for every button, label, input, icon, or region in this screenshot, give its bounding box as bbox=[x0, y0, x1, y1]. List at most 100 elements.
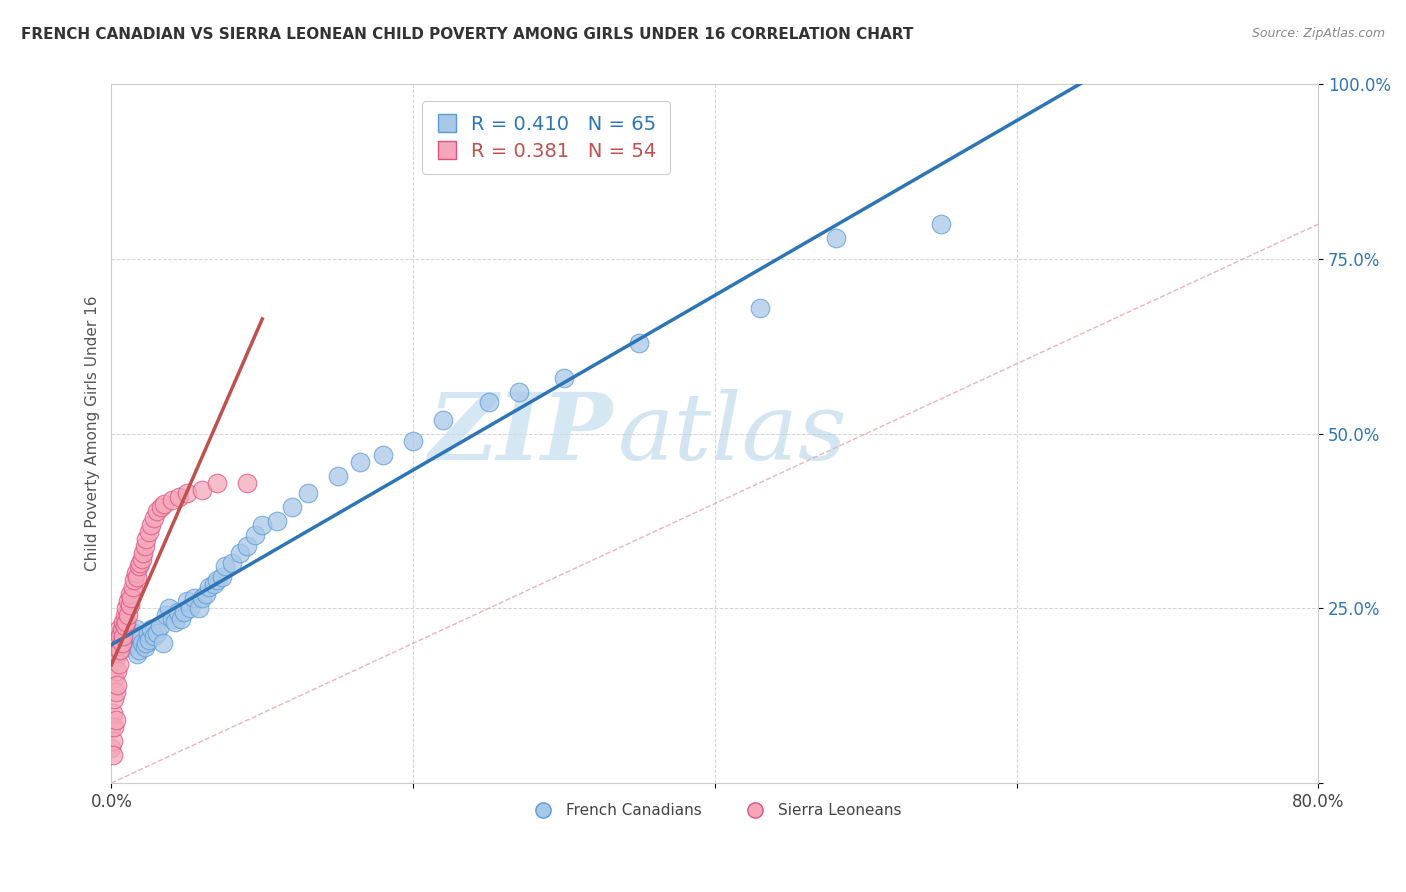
Point bbox=[432, 413, 454, 427]
Point bbox=[107, 636, 129, 650]
Point bbox=[103, 647, 125, 661]
Point bbox=[176, 594, 198, 608]
Point bbox=[111, 636, 134, 650]
Point bbox=[150, 500, 173, 514]
Point bbox=[160, 493, 183, 508]
Point bbox=[297, 486, 319, 500]
Point bbox=[221, 556, 243, 570]
Point bbox=[163, 615, 186, 630]
Point bbox=[124, 566, 146, 581]
Point bbox=[112, 623, 135, 637]
Point bbox=[160, 612, 183, 626]
Point bbox=[202, 577, 225, 591]
Point bbox=[104, 685, 127, 699]
Point bbox=[508, 384, 530, 399]
Point bbox=[124, 623, 146, 637]
Point bbox=[152, 636, 174, 650]
Point bbox=[104, 713, 127, 727]
Point bbox=[136, 625, 159, 640]
Point bbox=[118, 636, 141, 650]
Point bbox=[326, 468, 349, 483]
Point bbox=[132, 545, 155, 559]
Point bbox=[122, 625, 145, 640]
Text: atlas: atlas bbox=[619, 389, 848, 479]
Point bbox=[103, 720, 125, 734]
Text: FRENCH CANADIAN VS SIERRA LEONEAN CHILD POVERTY AMONG GIRLS UNDER 16 CORRELATION: FRENCH CANADIAN VS SIERRA LEONEAN CHILD … bbox=[21, 27, 914, 42]
Point bbox=[929, 217, 952, 231]
Point bbox=[110, 625, 132, 640]
Point bbox=[170, 612, 193, 626]
Point bbox=[145, 503, 167, 517]
Point bbox=[155, 608, 177, 623]
Point bbox=[173, 605, 195, 619]
Point bbox=[101, 643, 124, 657]
Point bbox=[128, 559, 150, 574]
Point bbox=[824, 231, 846, 245]
Point bbox=[115, 640, 138, 654]
Point bbox=[205, 475, 228, 490]
Point bbox=[118, 598, 141, 612]
Point bbox=[103, 671, 125, 685]
Point bbox=[266, 514, 288, 528]
Point bbox=[135, 532, 157, 546]
Point bbox=[100, 741, 122, 756]
Point bbox=[129, 629, 152, 643]
Point bbox=[111, 636, 134, 650]
Point bbox=[114, 632, 136, 647]
Point bbox=[107, 640, 129, 654]
Point bbox=[236, 475, 259, 490]
Point bbox=[103, 692, 125, 706]
Point bbox=[176, 486, 198, 500]
Point bbox=[108, 623, 131, 637]
Point bbox=[236, 539, 259, 553]
Point bbox=[138, 524, 160, 539]
Point bbox=[117, 594, 139, 608]
Point bbox=[104, 650, 127, 665]
Point bbox=[117, 608, 139, 623]
Point bbox=[110, 629, 132, 643]
Point bbox=[101, 748, 124, 763]
Point bbox=[211, 570, 233, 584]
Point bbox=[112, 615, 135, 630]
Point bbox=[108, 657, 131, 672]
Point bbox=[157, 601, 180, 615]
Point bbox=[131, 552, 153, 566]
Point bbox=[134, 640, 156, 654]
Point bbox=[114, 608, 136, 623]
Point bbox=[122, 574, 145, 588]
Point bbox=[112, 629, 135, 643]
Point bbox=[107, 665, 129, 679]
Point bbox=[228, 545, 250, 559]
Point bbox=[477, 395, 499, 409]
Point bbox=[153, 497, 176, 511]
Point bbox=[179, 601, 201, 615]
Point bbox=[110, 643, 132, 657]
Point bbox=[169, 490, 191, 504]
Point bbox=[131, 636, 153, 650]
Point bbox=[191, 483, 214, 497]
Point bbox=[121, 581, 143, 595]
Legend: French Canadians, Sierra Leoneans: French Canadians, Sierra Leoneans bbox=[522, 797, 908, 824]
Point bbox=[139, 623, 162, 637]
Point bbox=[149, 619, 172, 633]
Point bbox=[142, 510, 165, 524]
Point bbox=[125, 647, 148, 661]
Point bbox=[145, 625, 167, 640]
Text: Source: ZipAtlas.com: Source: ZipAtlas.com bbox=[1251, 27, 1385, 40]
Point bbox=[120, 591, 142, 605]
Point bbox=[628, 335, 651, 350]
Point bbox=[553, 371, 575, 385]
Point bbox=[101, 706, 124, 721]
Point bbox=[107, 678, 129, 692]
Point bbox=[100, 720, 122, 734]
Text: ZIP: ZIP bbox=[427, 389, 612, 479]
Point bbox=[183, 591, 205, 605]
Point bbox=[139, 517, 162, 532]
Point bbox=[108, 629, 131, 643]
Point bbox=[166, 605, 188, 619]
Point bbox=[111, 623, 134, 637]
Point bbox=[108, 643, 131, 657]
Point bbox=[118, 587, 141, 601]
Point bbox=[104, 636, 127, 650]
Point bbox=[187, 601, 209, 615]
